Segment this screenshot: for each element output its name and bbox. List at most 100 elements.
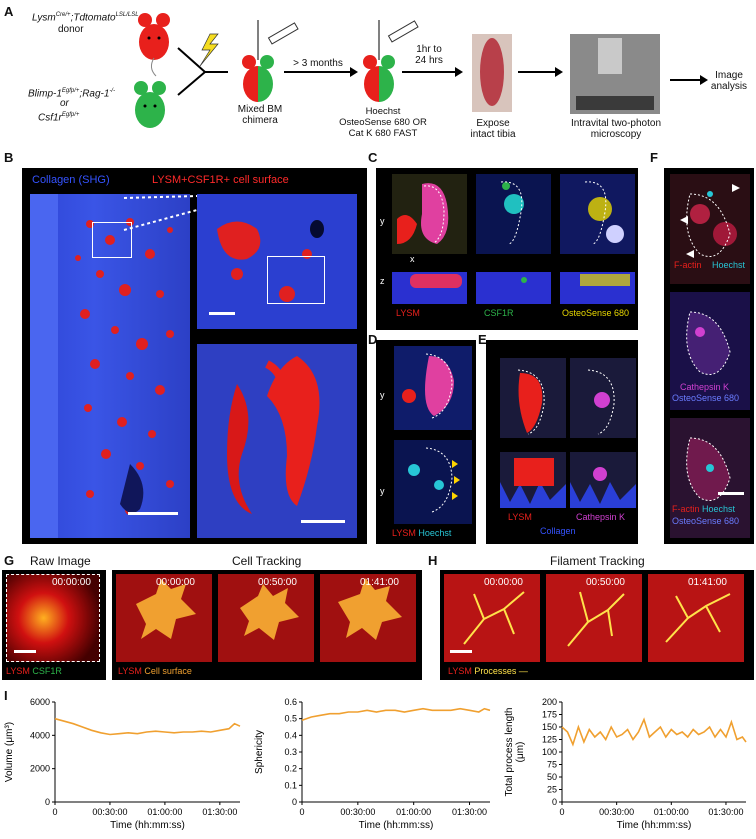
scale-bar-3 (301, 520, 345, 523)
y-tick-label: 4000 (30, 730, 50, 740)
raw-image: 00:00:00 (6, 574, 100, 662)
recipient-mouse-icon (134, 81, 166, 128)
fil-time-1: 00:00:00 (484, 577, 523, 588)
tibia-label: Expose intact tibia (470, 118, 516, 140)
x-tick-label: 0 (559, 807, 564, 817)
y-axis-label: Volume (μm³) (4, 722, 15, 782)
panel-f-image: F-actin Hoechst Cathepsin K OsteoSense 6… (664, 168, 754, 544)
donor-genotype: LysmCre/+;TdtomatoLSL/LSL (32, 12, 139, 24)
d-hoechst-xy (394, 440, 472, 524)
zoom-image-1 (197, 194, 357, 329)
y-tick-label: 0 (552, 797, 557, 807)
x-axis-label: Time (hh:mm:ss) (359, 820, 434, 831)
scale-bar (128, 512, 178, 515)
x-axis-label: Time (hh:mm:ss) (617, 820, 692, 831)
track-time-2: 00:50:00 (258, 577, 297, 588)
f-scale-bar (718, 492, 744, 495)
zoom-box-2 (267, 256, 325, 304)
f-bot-legend-1: F-actin Hoechst (672, 504, 736, 514)
c-osteo-xy (560, 174, 635, 254)
y-tick-label: 100 (542, 747, 557, 757)
panel-a-illustration (134, 13, 708, 128)
panel-b-image: Collagen (SHG) LYSM+CSF1R+ cell surface (22, 168, 367, 544)
chart-sphericity: 0 0.1 0.2 0.3 0.4 0.5 0.6 0 00:30:00 01:00:00 01:3… (254, 697, 491, 831)
filament-panel: 00:00:00 00:50:00 01:41:00 LYSM Processe… (440, 570, 754, 680)
f-mid-legend-a: Cathepsin K (680, 382, 730, 392)
panel-g-label: G (4, 553, 15, 568)
series-line (561, 717, 747, 747)
f-mid-legend-b: OsteoSense 680 (672, 393, 740, 403)
x-tick-label: 0 (299, 807, 304, 817)
y-tick-label: 0.1 (284, 780, 297, 790)
fil-frame-2: 00:50:00 (546, 574, 642, 662)
c-label-osteo: OsteoSense 680 (562, 308, 630, 318)
f-bot: F-actin Hoechst OsteoSense 680 (670, 418, 750, 538)
chimera-label: Mixed BM chimera (237, 104, 283, 126)
x-tick-label: 00:30:00 (599, 807, 634, 817)
raw-legend: LYSM CSF1R (6, 666, 62, 676)
x-tick-label: 01:00:00 (654, 807, 689, 817)
track-frame-2: 00:50:00 (218, 574, 314, 662)
bone-overview (30, 194, 190, 538)
axis-y-d2: y (380, 486, 385, 496)
f-top: F-actin Hoechst (670, 174, 750, 284)
panel-i-label: I (4, 688, 8, 703)
recipient-or: or (60, 98, 69, 109)
chimera-mouse-icon (242, 20, 274, 102)
axis-y-d1: y (380, 390, 385, 400)
zoom-2-cells (227, 356, 320, 514)
recipient-csf1r: Csf1rEgfp/+ (38, 112, 80, 124)
x-tick-label: 0 (52, 807, 57, 817)
fil-time-3: 01:41:00 (688, 577, 727, 588)
series-line (54, 717, 241, 736)
injection-label: Hoechst OsteoSense 680 OR Cat K 680 FAST (339, 106, 427, 139)
x-tick-label: 01:30:00 (452, 807, 487, 817)
zoom-connectors (123, 195, 198, 231)
panel-b-label: B (4, 150, 14, 165)
x-tick-label: 00:30:00 (340, 807, 375, 817)
y-tick-label: 150 (542, 722, 557, 732)
donor-mouse-icon (138, 13, 170, 77)
chart-volume: 0 2000 4000 6000 0 00:30:00 01:00:00 01:30:00 Ti… (4, 697, 241, 831)
recipient-genotype: Blimp-1Egfp/+;Rag-1-/- (28, 88, 116, 100)
y-tick-label: 200 (542, 697, 557, 707)
x-axis-label: Time (hh:mm:ss) (110, 820, 185, 831)
d-lysm-xy (394, 346, 472, 430)
y-tick-label: 0 (45, 797, 50, 807)
track-time-3: 01:41:00 (360, 577, 399, 588)
e-cathk-zy (570, 452, 636, 508)
c-csf1r-zy (476, 272, 551, 304)
cell-tracking-panel: 00:00:00 00:50:00 01:41:00 LYSM Cell sur… (112, 570, 422, 680)
panel-c-image: y x z LYSM CSF1R OsteoSense 680 (376, 168, 638, 330)
time-label: 1hr to 24 hrs (415, 44, 443, 66)
c-lysm-zy (392, 272, 467, 304)
fil-frame-1: 00:00:00 (444, 574, 540, 662)
h-scale-bar (450, 650, 472, 653)
y-tick-label: 50 (547, 772, 557, 782)
c-csf1r-xy (476, 174, 551, 254)
filament-title: Filament Tracking (550, 554, 645, 568)
f-top-legend-b: Hoechst (712, 260, 746, 270)
x-tick-label: 01:30:00 (708, 807, 743, 817)
chart-process-length: 0 25 50 75 100 125 150 175 200 0 00:30:00 01:00:00 0… (504, 697, 747, 831)
x-tick-label: 01:30:00 (202, 807, 237, 817)
y-tick-label: 2000 (30, 764, 50, 774)
c-lysm-xy (392, 174, 467, 254)
c-label-csf1r: CSF1R (484, 308, 514, 318)
y-axis-label: Total process length (504, 708, 515, 797)
d-legend: LYSM Hoechst (392, 528, 452, 538)
y-tick-label: 25 (547, 785, 557, 795)
e-label-collagen: Collagen (540, 526, 576, 536)
donor-label: donor (58, 24, 84, 35)
f-top-legend-a: F-actin (674, 260, 702, 270)
panel-d-image: y y LYSM Hoechst (376, 340, 476, 544)
x-tick-label: 00:30:00 (92, 807, 127, 817)
c-label-lysm: LYSM (396, 308, 420, 318)
analysis-label: Image analysis (710, 70, 748, 92)
axis-z-c: z (380, 276, 385, 286)
panel-c-label: C (368, 150, 378, 165)
irradiation-icon (199, 33, 219, 67)
y-tick-label: 0.6 (284, 697, 297, 707)
e-label-cathk: Cathepsin K (576, 512, 626, 522)
raw-image-title: Raw Image (30, 554, 91, 568)
